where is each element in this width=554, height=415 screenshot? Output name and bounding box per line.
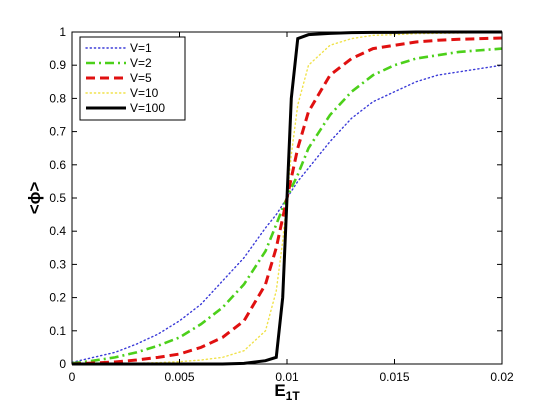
x-tick-label: 0.015 [379,370,409,384]
y-tick-label: 0.1 [49,324,66,338]
legend-label-v-100: V=100 [130,101,165,115]
legend-label-v-1: V=1 [130,41,152,55]
y-tick-label: 0.8 [49,91,66,105]
y-tick-label: 0.5 [49,191,66,205]
legend-label-v-10: V=10 [130,86,159,100]
y-tick-label: 0 [59,357,66,371]
legend-label-v-5: V=5 [130,71,152,85]
y-tick-label: 0.6 [49,158,66,172]
y-tick-label: 0.3 [49,257,66,271]
y-axis-title: <ϕ> [25,182,44,215]
legend: V=1V=2V=5V=10V=100 [79,36,186,121]
y-tick-label: 0.4 [49,224,66,238]
x-tick-label: 0 [69,370,76,384]
y-tick-label: 0.7 [49,125,66,139]
x-axis-title: E1T [274,381,300,403]
x-tick-label: 0.01 [275,370,299,384]
x-tick-label: 0.02 [490,370,514,384]
y-tick-label: 1 [59,25,66,39]
x-axis-title-subscript: 1T [286,389,301,403]
legend-label-v-2: V=2 [130,56,152,70]
y-tick-label: 0.9 [49,58,66,72]
y-tick-label: 0.2 [49,291,66,305]
legend-box [79,36,186,121]
x-axis-title-main: E [274,381,285,400]
series-line-v-1 [71,64,503,364]
x-tick-label: 0.005 [164,370,194,384]
axes-layer: 0 0.005 0.01 0.015 0.02 0 0.1 0.2 0.3 0.4 0.5 0.6 0.… [49,25,514,384]
